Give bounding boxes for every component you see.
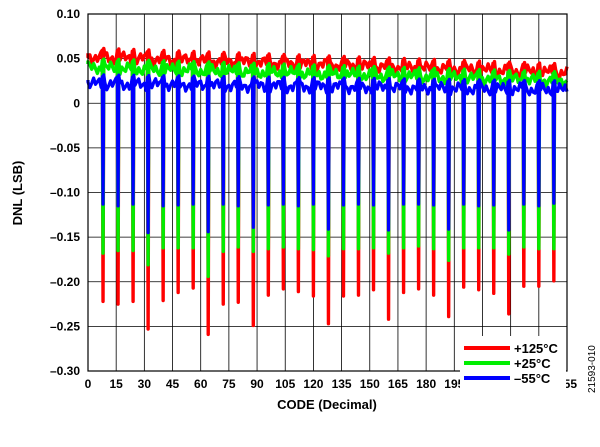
y-tick-label: –0.30 [50,364,80,378]
x-tick-label: 120 [303,377,323,391]
series-layer [86,46,569,337]
figure-id: 21593-010 [587,345,598,393]
series-line [86,73,569,235]
y-axis-title: DNL (LSB) [10,161,25,226]
series-line [86,57,569,279]
x-tick-label: 45 [166,377,180,391]
x-tick-label: 75 [222,377,236,391]
x-axis-title: CODE (Decimal) [277,397,377,412]
plot-frame [87,13,568,372]
x-tick-label: 195 [444,377,464,391]
x-tick-label: 15 [109,377,123,391]
x-tick-label: 180 [416,377,436,391]
series-line [86,46,569,337]
y-tick-label: –0.05 [50,141,80,155]
y-tick-labels: 0.10 0.05 0 –0.05 –0.10 –0.15 –0.20 –0.25 –0.30 [50,7,80,378]
y-tick-label: –0.20 [50,275,80,289]
x-tick-label: 90 [250,377,264,391]
y-tick-label: 0.10 [57,7,81,21]
x-tick-label: 0 [85,377,92,391]
y-tick-label: 0 [73,96,80,110]
legend-label: +125°C [514,341,558,356]
y-tick-label: –0.10 [50,186,80,200]
x-tick-label: 60 [194,377,208,391]
x-tick-label: 150 [360,377,380,391]
legend-label: +25°C [514,356,551,371]
y-tick-label: 0.05 [57,52,81,66]
legend-label: –55°C [514,371,551,386]
x-tick-label: 165 [388,377,408,391]
x-tick-label: 105 [275,377,295,391]
x-tick-label: 30 [138,377,152,391]
y-tick-label: –0.15 [50,230,80,244]
x-tick-label: 135 [332,377,352,391]
y-tick-label: –0.25 [50,319,80,333]
legend: +125°C+25°C–55°C [460,336,566,388]
